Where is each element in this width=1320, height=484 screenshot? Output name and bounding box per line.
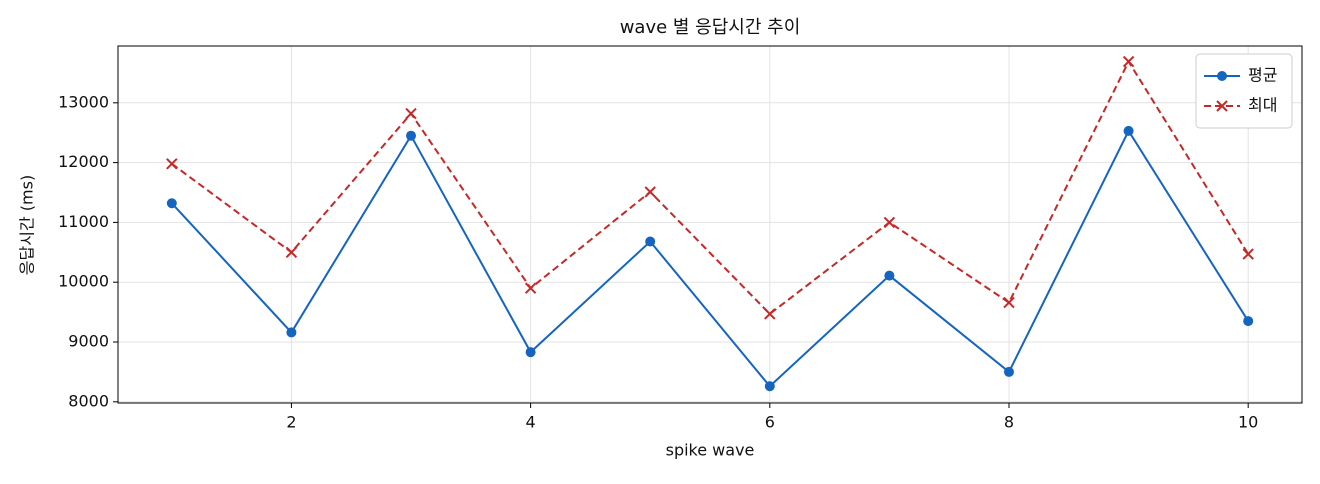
legend-label: 최대 [1248,96,1277,115]
legend-box [1195,53,1293,129]
point [1003,296,1015,309]
point [1242,248,1254,260]
y-tick-label: 9000 [68,332,109,351]
legend-label: 평균 [1248,66,1277,85]
point [644,186,656,198]
point [524,282,537,294]
x-tick-label: 10 [1238,413,1258,432]
y-tick-label: 11000 [58,212,109,231]
x-tick-label: 4 [526,413,536,432]
point [166,158,178,170]
point [166,198,177,209]
plot-frame [117,45,1303,404]
point [883,216,896,229]
legend-marker [1216,100,1228,112]
point [286,327,297,338]
point [764,308,776,320]
x-axis-label: spike wave [666,441,755,460]
series-line [171,59,1250,316]
chart-title: wave 별 응답시간 추이 [620,17,801,38]
y-tick-label: 10000 [58,272,109,291]
point [525,347,536,358]
point [1243,316,1254,327]
point [1003,366,1014,377]
point [405,107,417,120]
series-line [171,128,1250,388]
point [884,270,895,281]
point [1123,125,1134,136]
legend-marker [1217,71,1227,81]
point [645,236,656,247]
x-tick-label: 8 [1004,413,1014,432]
y-tick-label: 13000 [58,92,109,111]
x-tick-label: 2 [286,413,296,432]
x-tick-label: 6 [765,413,775,432]
point [764,381,775,392]
y-axis-label: 응답시간 (ms) [18,175,37,275]
point [406,130,417,141]
y-tick-label: 8000 [68,391,109,410]
y-tick-label: 12000 [58,152,109,171]
point [285,246,298,259]
point [1122,55,1135,68]
